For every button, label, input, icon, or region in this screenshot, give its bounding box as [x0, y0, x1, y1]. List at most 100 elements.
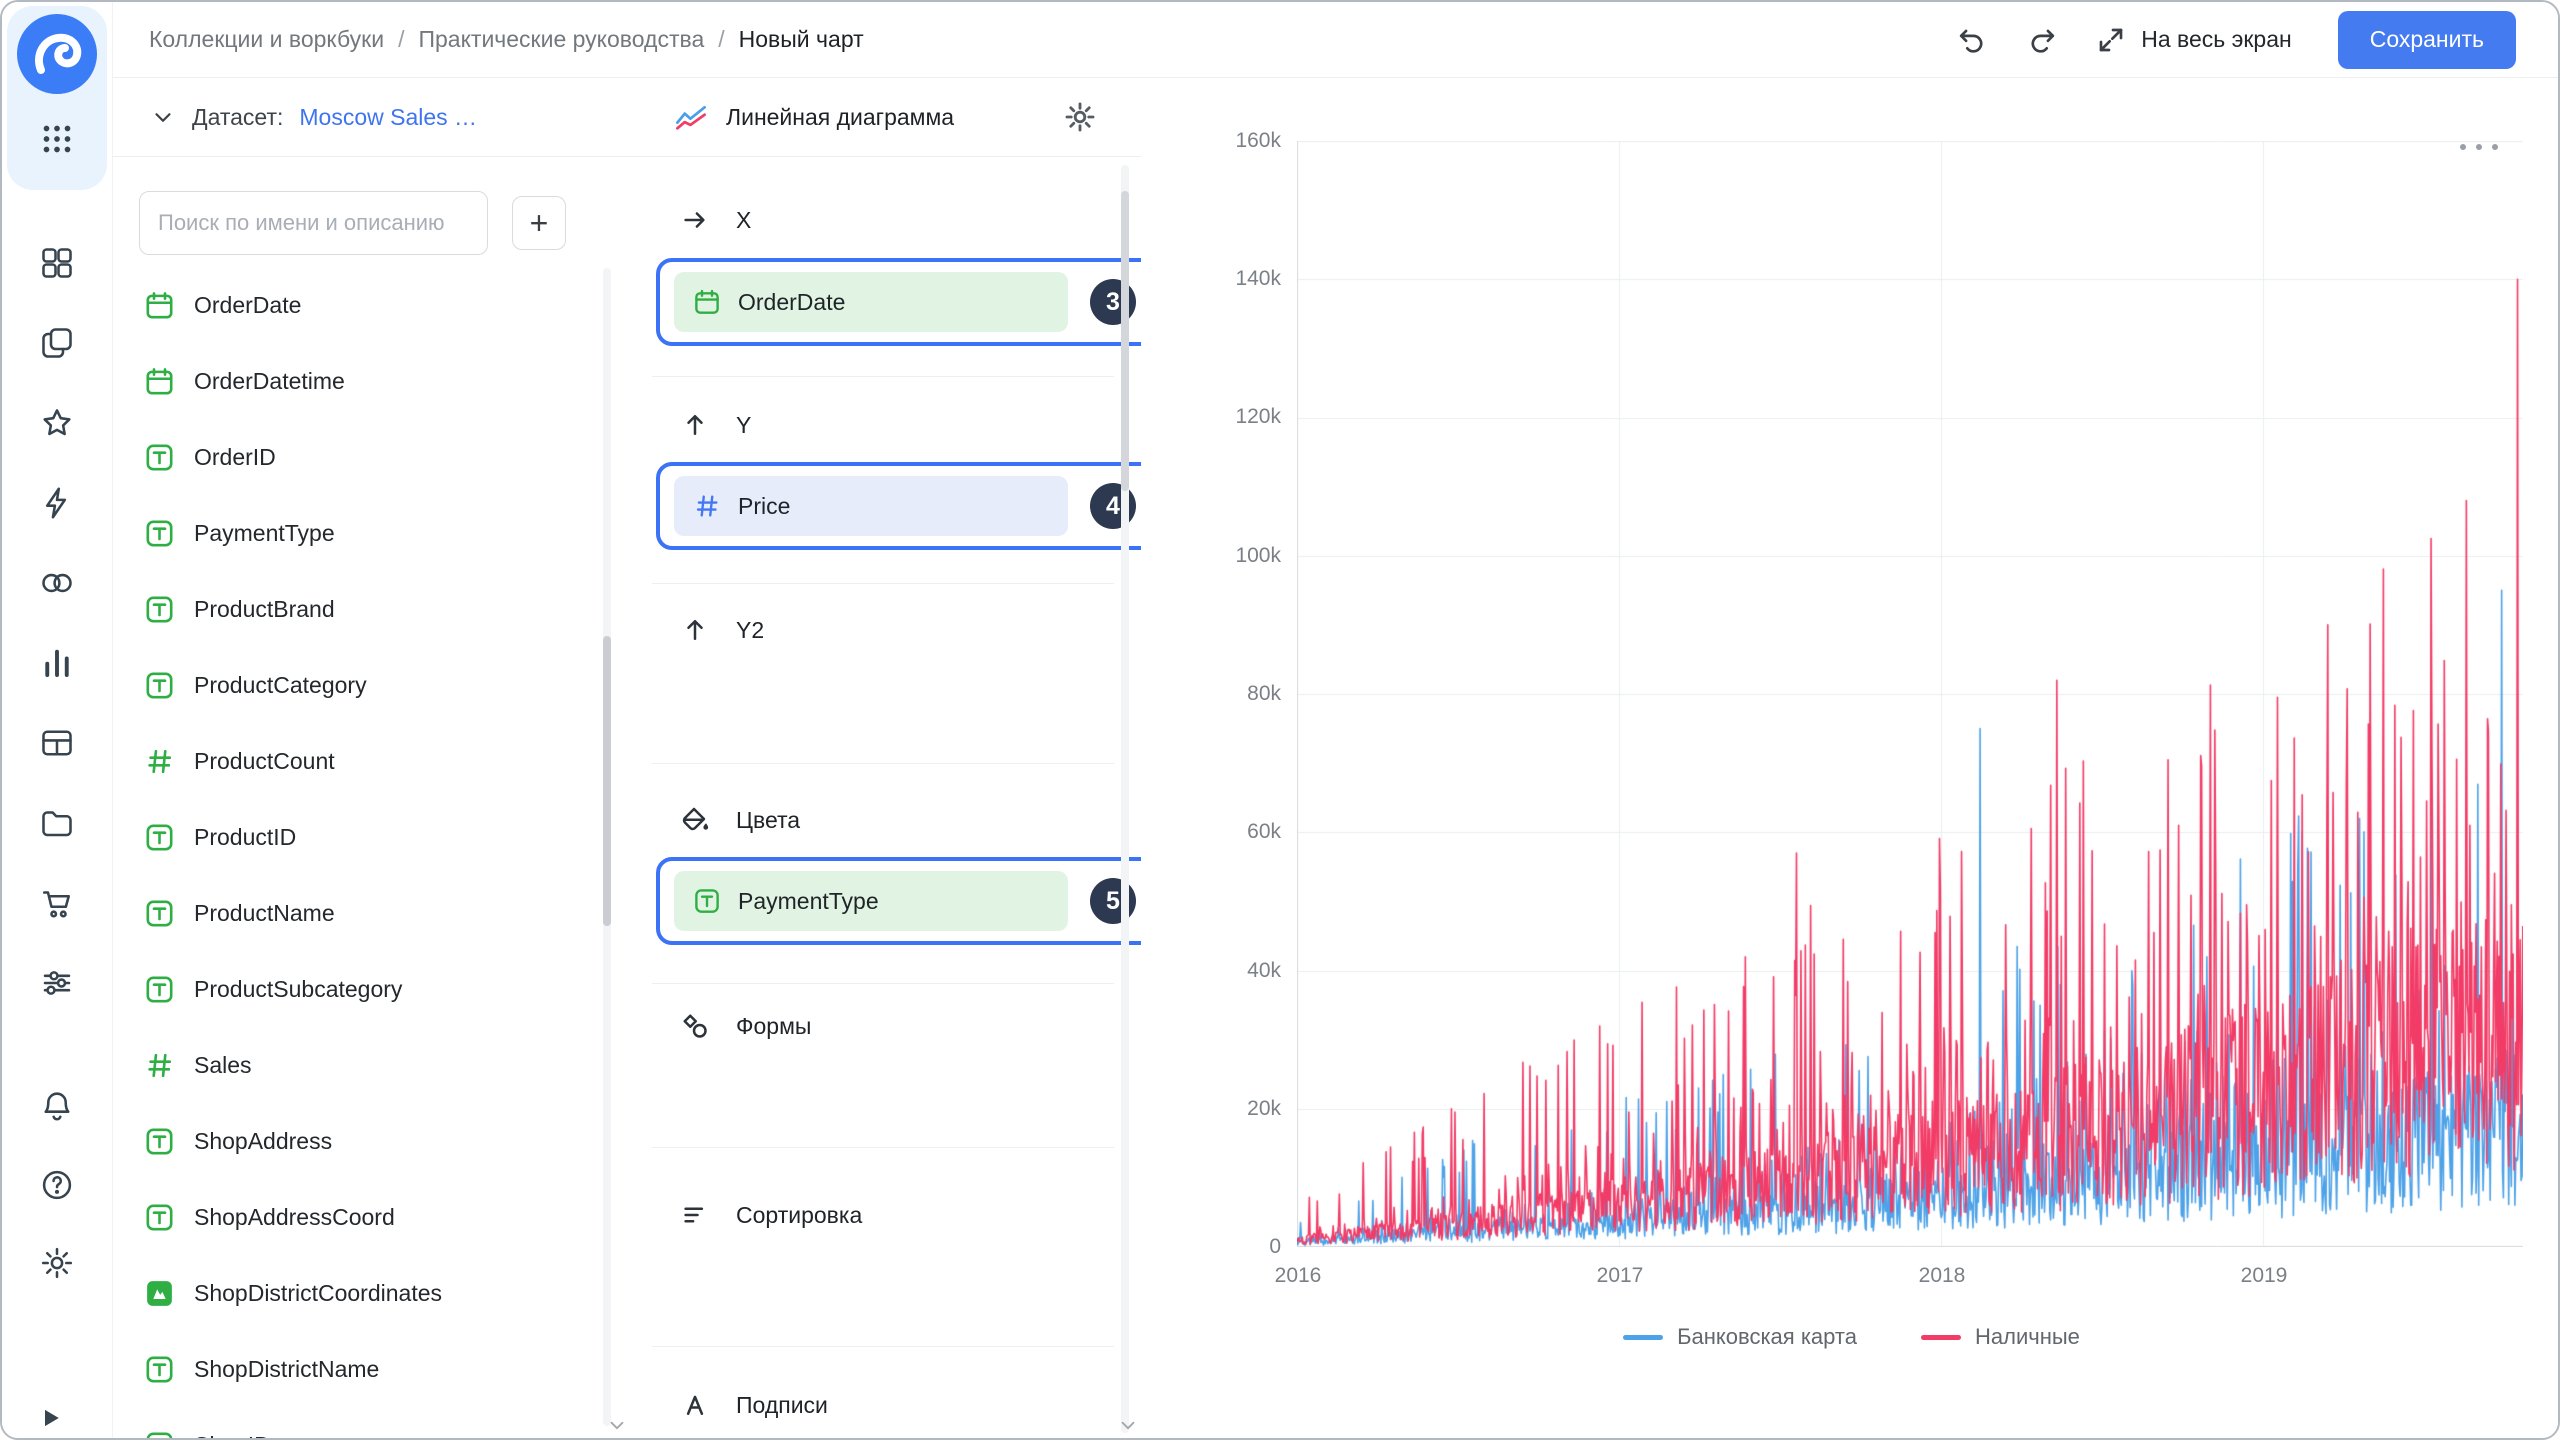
section-label: Цвета: [736, 806, 801, 833]
search-input[interactable]: [139, 191, 488, 255]
text-type-icon: [146, 900, 173, 926]
section-label: X: [736, 206, 752, 233]
text-type-icon: [146, 824, 173, 850]
field-label: ProductName: [194, 899, 335, 926]
field-label: ProductBrand: [194, 595, 335, 622]
line-chart-icon: [676, 106, 706, 130]
field-label: ShopAddressCoord: [194, 1203, 395, 1230]
sliders-icon[interactable]: [39, 965, 75, 1001]
text-type-icon: [146, 1128, 173, 1154]
dataset-name-link[interactable]: Moscow Sales …: [299, 103, 478, 130]
section-y: Y: [680, 407, 751, 443]
field-row[interactable]: OrderDatetime: [112, 343, 628, 419]
field-row[interactable]: ShopDistrictName: [112, 1331, 628, 1407]
field-label: ProductID: [194, 823, 297, 850]
section-shapes: Формы: [680, 1008, 811, 1044]
storage-icon[interactable]: [39, 805, 75, 841]
add-field-button[interactable]: +: [512, 196, 566, 250]
functions-icon[interactable]: [39, 485, 75, 521]
breadcrumb-collections[interactable]: Коллекции и воркбуки: [149, 26, 385, 52]
tutorial-highlight-colors: PaymentType 5: [656, 857, 1164, 945]
legend-swatch: [1920, 1334, 1961, 1340]
legend-label: Банковская карта: [1677, 1324, 1857, 1349]
text-type-icon: [146, 444, 173, 470]
workbooks-icon[interactable]: [39, 325, 75, 361]
field-label: OrderID: [194, 443, 276, 470]
field-row[interactable]: ProductSubcategory: [112, 951, 628, 1027]
field-row[interactable]: Sales: [112, 1027, 628, 1103]
section-label: Сортировка: [736, 1201, 863, 1228]
bell-icon[interactable]: [39, 1088, 75, 1124]
field-row[interactable]: ProductName: [112, 875, 628, 951]
chart-type-label[interactable]: Линейная диаграмма: [726, 103, 955, 130]
field-row[interactable]: OrderID: [112, 419, 628, 495]
scrollbar-thumb[interactable]: [603, 636, 611, 926]
field-row[interactable]: ShopAddressCoord: [112, 1179, 628, 1255]
colors-field-pill[interactable]: PaymentType: [674, 871, 1068, 931]
undo-button[interactable]: [1951, 20, 1991, 60]
calendar-icon: [146, 291, 173, 318]
text-type-icon: [146, 672, 173, 698]
scroll-more-indicator[interactable]: [604, 1414, 628, 1436]
field-label: ProductCount: [194, 747, 335, 774]
number-type-icon: [148, 749, 172, 773]
field-row[interactable]: OrderDate: [112, 267, 628, 343]
legend-item-card[interactable]: Банковская карта: [1623, 1324, 1857, 1350]
field-list: OrderDate OrderDatetime OrderID PaymentT…: [112, 267, 628, 1438]
cart-icon[interactable]: [39, 885, 75, 921]
scroll-more-indicator[interactable]: [1115, 1414, 1141, 1436]
favorites-icon[interactable]: [39, 405, 75, 441]
chart-type-header: Линейная диаграмма: [628, 78, 1141, 157]
scrollbar-thumb[interactable]: [1121, 191, 1129, 491]
help-icon[interactable]: [39, 1167, 75, 1203]
labels-icon: [686, 1395, 704, 1415]
connections-icon[interactable]: [39, 565, 75, 601]
dataset-panel: Датасет: Moscow Sales … + OrderDate Orde…: [112, 78, 629, 1438]
text-type-icon: [146, 520, 173, 546]
text-type-icon: [146, 976, 173, 1002]
field-row[interactable]: ShopID: [112, 1407, 628, 1438]
fullscreen-icon: [2099, 28, 2123, 51]
legend-swatch: [1623, 1334, 1664, 1340]
redo-button[interactable]: [2023, 20, 2063, 60]
play-icon[interactable]: [32, 1400, 68, 1436]
arrow-right-icon: [684, 212, 705, 228]
datalens-logo-icon[interactable]: [17, 14, 97, 94]
scrollbar-track[interactable]: [1121, 165, 1129, 1433]
fullscreen-button[interactable]: На весь экран: [2095, 24, 2292, 56]
legend-item-cash[interactable]: Наличные: [1920, 1324, 2080, 1350]
y-axis-tick: 80k: [1247, 682, 1281, 705]
field-row[interactable]: ProductCount: [112, 723, 628, 799]
field-row[interactable]: ShopAddress: [112, 1103, 628, 1179]
field-row[interactable]: PaymentType: [112, 495, 628, 571]
section-divider: [652, 583, 1114, 584]
chevron-down-icon[interactable]: [150, 104, 176, 130]
field-row[interactable]: ProductBrand: [112, 571, 628, 647]
tutorial-highlight-y: Price 4: [656, 462, 1164, 550]
breadcrumb-guides[interactable]: Практические руководства: [418, 26, 705, 52]
x-axis-tick: 2019: [2240, 1264, 2288, 1287]
field-row[interactable]: ShopDistrictCoordinates: [112, 1255, 628, 1331]
x-axis-tick: 2017: [1596, 1264, 1644, 1287]
save-button[interactable]: Сохранить: [2337, 10, 2516, 69]
section-labels: Подписи: [680, 1387, 828, 1423]
text-type-icon: [146, 596, 173, 622]
top-bar: Коллекции и воркбуки / Практические руко…: [112, 2, 2558, 78]
field-row[interactable]: ProductID: [112, 799, 628, 875]
gear-icon[interactable]: [39, 1245, 75, 1281]
apps-grid-icon[interactable]: [39, 121, 75, 157]
field-label: OrderDate: [194, 291, 302, 318]
y-field-pill[interactable]: Price: [674, 476, 1068, 536]
field-label: Sales: [194, 1051, 252, 1078]
charts-icon[interactable]: [39, 645, 75, 681]
legend-label: Наличные: [1974, 1324, 2080, 1349]
field-row[interactable]: ProductCategory: [112, 647, 628, 723]
arrow-up-icon: [687, 620, 703, 640]
dashboards-icon[interactable]: [39, 245, 75, 281]
tables-icon[interactable]: [39, 725, 75, 761]
x-field-pill[interactable]: OrderDate: [674, 272, 1068, 332]
tutorial-highlight-x: OrderDate 3: [656, 258, 1164, 346]
y-axis-tick: 120k: [1235, 405, 1281, 428]
chart-settings-gear-icon[interactable]: [1063, 100, 1097, 134]
y-axis-tick: 60k: [1247, 820, 1281, 843]
